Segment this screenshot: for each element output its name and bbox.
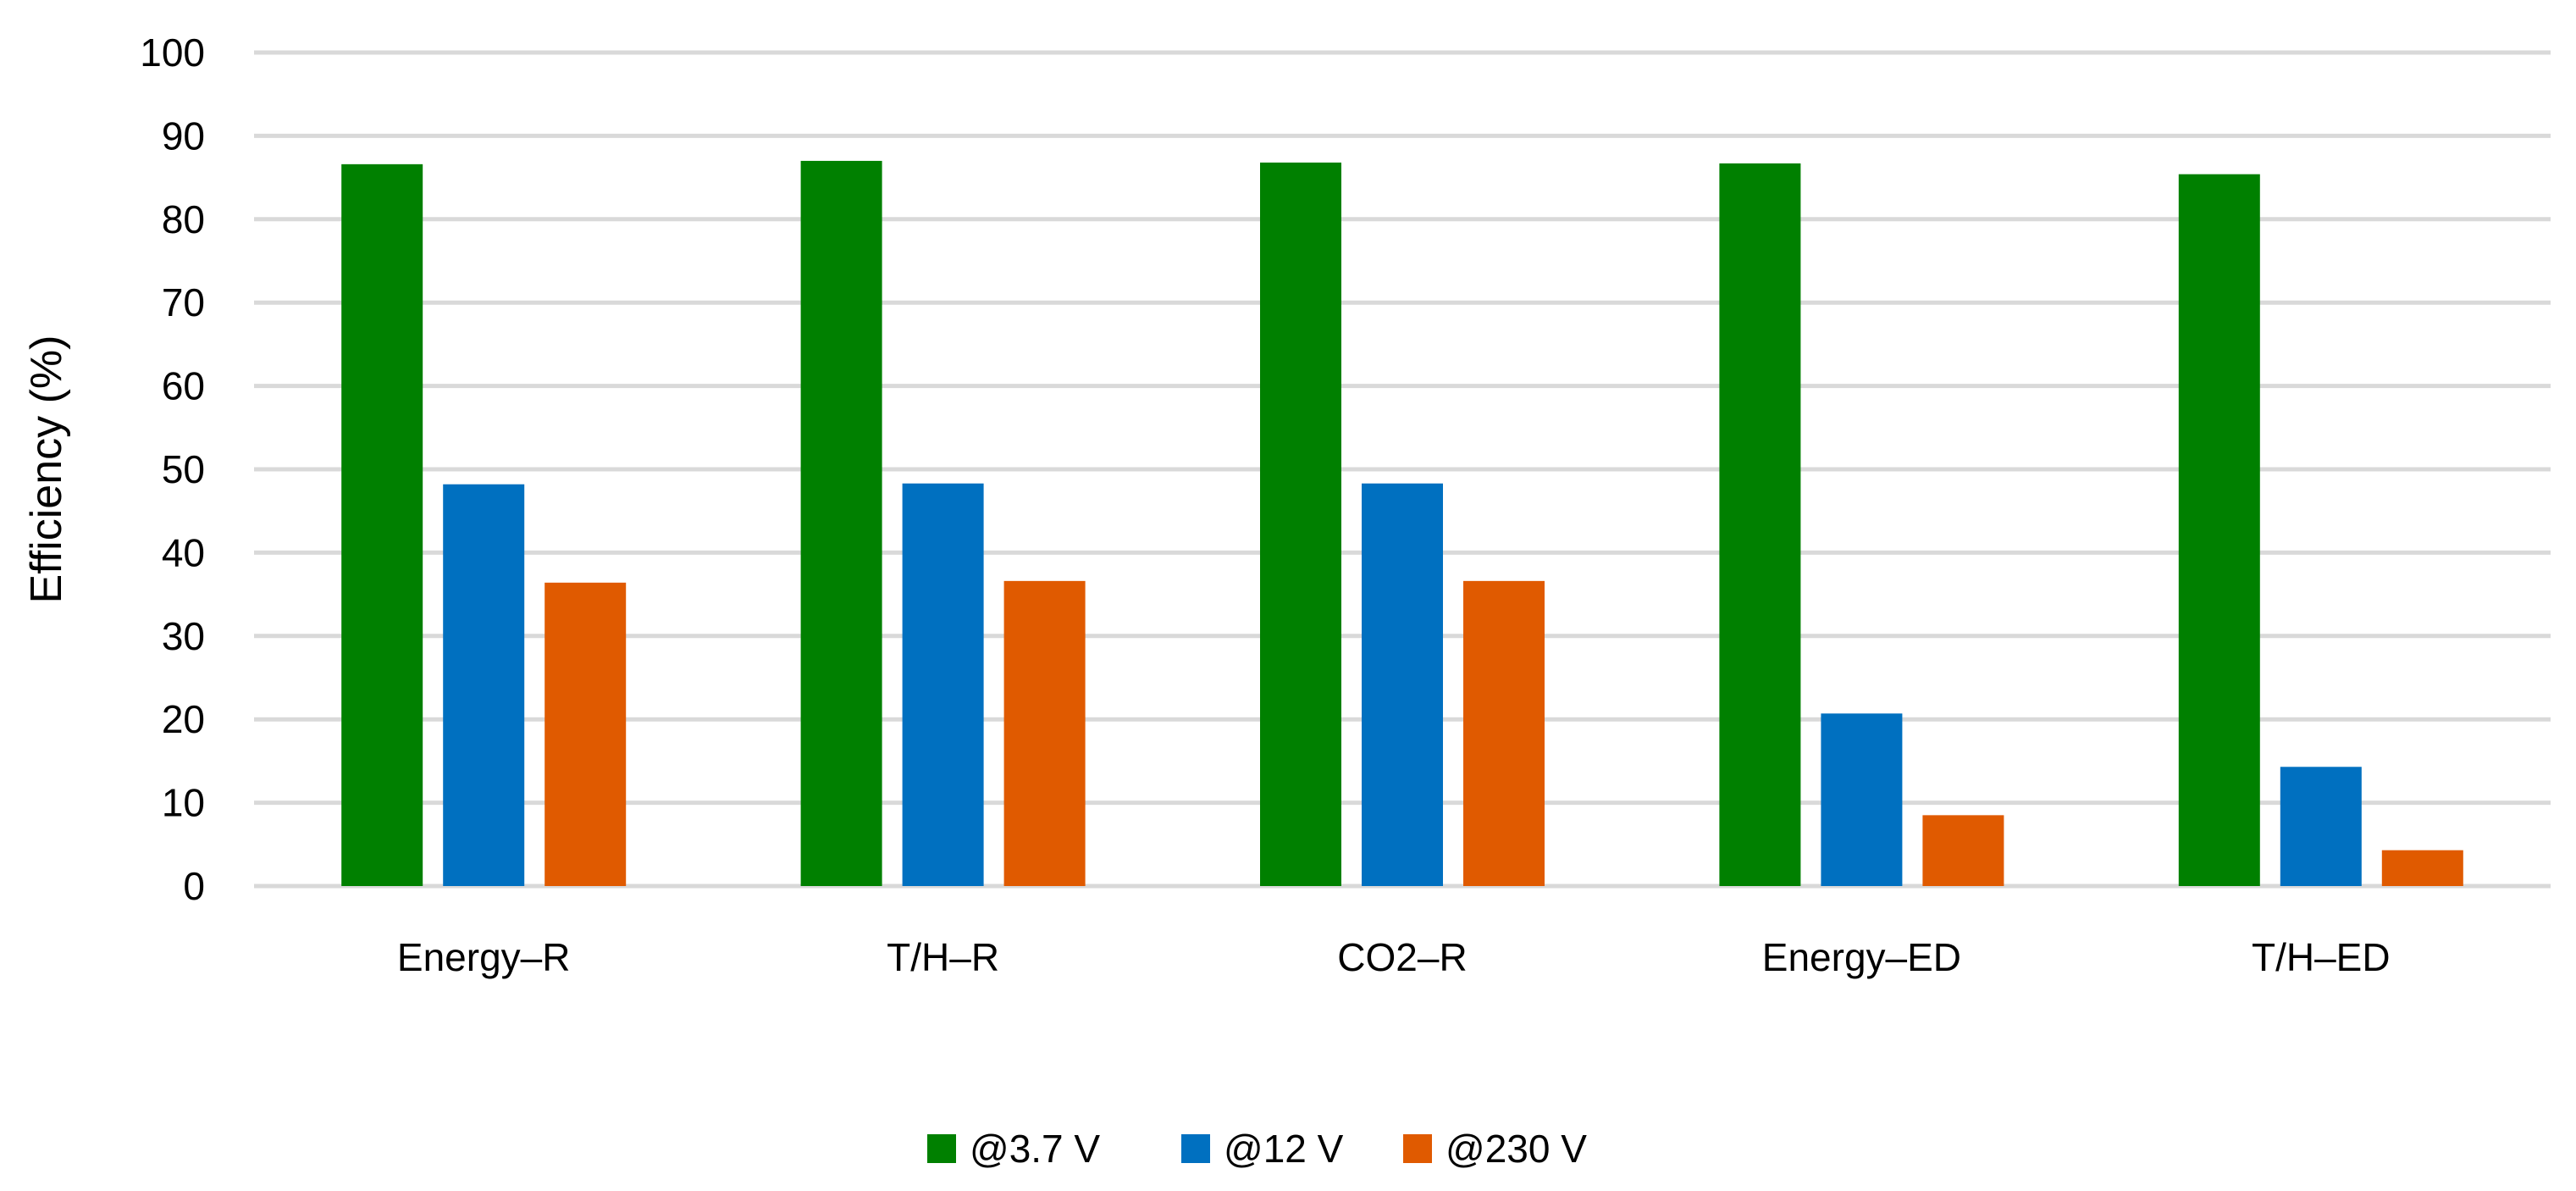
bar-3-4 [1922, 815, 2004, 886]
y-tick-label: 20 [162, 697, 205, 741]
bar-2-3 [1362, 483, 1443, 886]
legend-label: @3.7 V [970, 1127, 1100, 1171]
bar-3-2 [1003, 580, 1086, 886]
y-tick-label: 60 [162, 364, 205, 408]
legend-swatch [1181, 1134, 1210, 1163]
bar-2-2 [902, 483, 984, 886]
x-category-label: CO2–R [1337, 935, 1467, 979]
x-category-label: T/H–ED [2252, 935, 2391, 979]
legend-label: @230 V [1446, 1127, 1587, 1171]
y-tick-label: 30 [162, 614, 205, 658]
bars [341, 160, 2463, 887]
x-category-label: Energy–ED [1762, 935, 1961, 979]
legend: @3.7 V @12 V @230 V [927, 1127, 1587, 1171]
bar-3-5 [2381, 850, 2463, 886]
y-tick-label: 70 [162, 280, 205, 324]
bar-2-1 [443, 484, 525, 886]
y-tick-label: 90 [162, 114, 205, 158]
y-tick-label: 10 [162, 781, 205, 825]
bar-2-4 [1821, 713, 1903, 886]
bar-3-1 [544, 582, 627, 886]
bar-2-5 [2280, 767, 2362, 886]
legend-label: @12 V [1224, 1127, 1344, 1171]
bar-1-1 [341, 163, 423, 886]
y-tick-label: 0 [183, 864, 205, 908]
bar-1-3 [1260, 162, 1341, 886]
x-category-label: T/H–R [887, 935, 999, 979]
y-tick-label: 40 [162, 530, 205, 574]
y-tick-label: 80 [162, 197, 205, 241]
legend-swatch [1403, 1134, 1432, 1163]
bar-1-5 [2178, 174, 2260, 886]
x-axis-categories: Energy–R T/H–R CO2–R Energy–ED T/H–ED [397, 935, 2391, 979]
y-tick-label: 50 [162, 447, 205, 491]
y-axis-ticks: 0 10 20 30 40 50 60 70 80 90 100 [140, 30, 205, 908]
bar-3-3 [1463, 580, 1545, 886]
bar-1-2 [800, 160, 882, 887]
bar-1-4 [1719, 163, 1801, 886]
y-tick-label: 100 [140, 30, 205, 75]
x-category-label: Energy–R [397, 935, 571, 979]
legend-swatch [927, 1134, 956, 1163]
y-axis-title: Efficiency (%) [22, 335, 71, 604]
